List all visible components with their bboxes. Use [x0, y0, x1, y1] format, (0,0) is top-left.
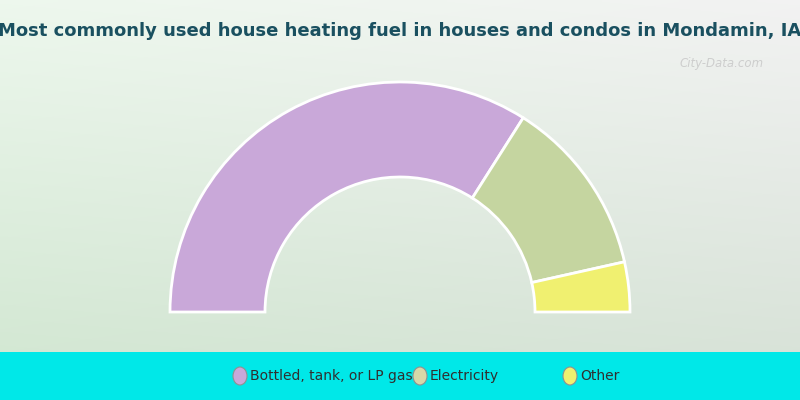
Text: Most commonly used house heating fuel in houses and condos in Mondamin, IA: Most commonly used house heating fuel in…	[0, 22, 800, 40]
Wedge shape	[532, 262, 630, 312]
Text: City-Data.com: City-Data.com	[680, 57, 764, 70]
Ellipse shape	[413, 367, 427, 385]
Wedge shape	[170, 82, 523, 312]
Ellipse shape	[233, 367, 247, 385]
Text: Other: Other	[580, 369, 619, 383]
Ellipse shape	[563, 367, 577, 385]
Text: Electricity: Electricity	[430, 369, 499, 383]
Text: Bottled, tank, or LP gas: Bottled, tank, or LP gas	[250, 369, 413, 383]
Wedge shape	[472, 118, 625, 282]
